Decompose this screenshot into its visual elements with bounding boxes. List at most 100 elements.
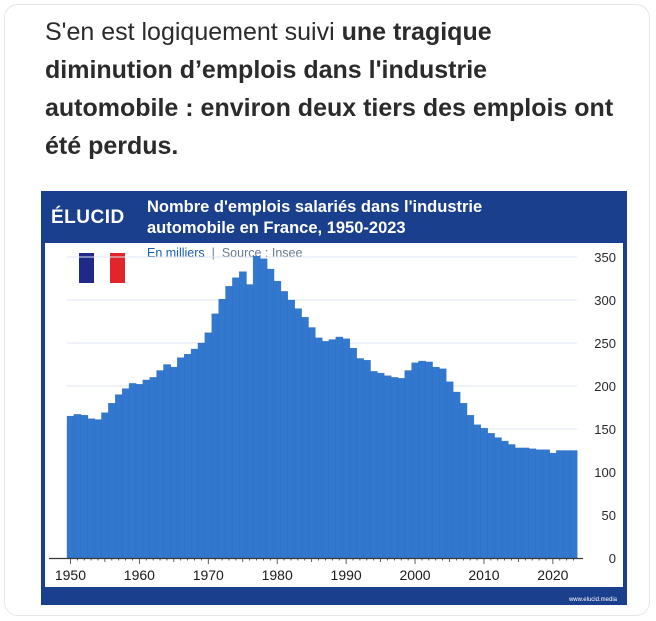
y-tick-label: 100	[594, 465, 616, 480]
bar-2003	[432, 366, 440, 559]
bar-1979	[266, 268, 275, 559]
bar-1957	[115, 394, 123, 559]
post-card: S'en est logiquement suivi une tragique …	[4, 4, 650, 616]
y-tick-label: 350	[594, 250, 616, 265]
bar-2011	[487, 433, 495, 559]
bar-1954	[94, 419, 102, 559]
bar-2000	[411, 362, 419, 559]
bar-1973	[225, 286, 233, 559]
bar-1985	[308, 327, 316, 559]
bar-1964	[163, 364, 171, 559]
bar-1981	[280, 291, 288, 559]
bar-1982	[287, 299, 295, 559]
bar-1990	[342, 338, 351, 559]
bar-2007	[459, 403, 468, 559]
bar-1958	[121, 388, 130, 559]
bar-2017	[528, 448, 537, 559]
bar-1953	[87, 418, 96, 559]
y-tick-label: 0	[609, 551, 616, 566]
bar-2015	[514, 447, 523, 559]
france-flag-icon	[79, 253, 125, 283]
bar-1992	[356, 358, 364, 559]
bar-1994	[370, 371, 378, 559]
chart-title: Nombre d'emplois salariés dans l'industr…	[147, 198, 483, 237]
bar-1961	[142, 379, 151, 559]
bar-1984	[301, 317, 309, 559]
bar-2018	[535, 449, 543, 559]
bar-1965	[170, 366, 178, 559]
bar-2006	[452, 391, 461, 559]
post-text: S'en est logiquement suivi une tragique …	[45, 13, 625, 165]
x-tick-label: 1950	[55, 567, 86, 583]
bar-2022	[563, 450, 571, 559]
x-tick-label: 1970	[193, 567, 224, 583]
chart-svg: 1950 1960 1970 1980 1990 2000 2010 2020 0 50 100 15…	[49, 250, 616, 583]
bar-1950	[66, 415, 75, 559]
bar-1966	[177, 357, 185, 559]
bar-1962	[149, 377, 158, 559]
bar-1971	[211, 313, 220, 559]
bar-2020	[549, 452, 557, 559]
x-tick-label: 1990	[331, 567, 362, 583]
bar-1955	[101, 412, 109, 559]
bar-1963	[156, 370, 164, 559]
bar-1968	[190, 348, 199, 559]
bar-1974	[232, 277, 240, 559]
bar-2014	[507, 444, 516, 559]
bar-1960	[135, 384, 144, 559]
x-tick-label: 2000	[399, 567, 430, 583]
bar-1997	[390, 377, 399, 559]
bar-2004	[439, 368, 447, 559]
x-tick-label: 2010	[468, 567, 499, 583]
bar-1996	[383, 375, 392, 559]
plot-area: En milliers | Source : Insee 1950 1960 197…	[45, 243, 623, 587]
bar-2023	[569, 450, 578, 559]
post-text-bold: une tragique diminution d’emplois dans l…	[45, 18, 614, 160]
bar-1991	[349, 348, 357, 559]
x-tick-label: 1960	[124, 567, 155, 583]
bar-2005	[445, 381, 454, 559]
bar-2012	[494, 437, 502, 559]
bar-1967	[184, 354, 192, 559]
bar-2009	[473, 424, 481, 559]
bar-1988	[328, 339, 337, 559]
bar-2021	[556, 450, 564, 559]
bar-2008	[466, 415, 475, 559]
y-tick-label: 50	[602, 508, 616, 523]
bar-1978	[259, 258, 268, 559]
bar-2019	[542, 449, 550, 559]
bar-1998	[397, 378, 406, 559]
bar-2002	[425, 361, 433, 559]
post-text-normal: S'en est logiquement suivi	[45, 18, 342, 46]
bar-1951	[73, 414, 82, 559]
bar-1989	[335, 336, 344, 559]
y-tick-label: 300	[594, 293, 616, 308]
bar-1976	[246, 284, 254, 559]
y-tick-label: 150	[594, 422, 616, 437]
bar-1969	[197, 342, 206, 559]
bar-1993	[363, 360, 371, 559]
bar-2013	[501, 440, 509, 559]
chart-figure[interactable]: ÉLUCID Nombre d'emplois salariés dans l'…	[41, 191, 627, 605]
y-tick-label: 200	[594, 379, 616, 394]
bar-1952	[80, 415, 89, 559]
bar-1970	[204, 332, 213, 559]
bar-1972	[218, 298, 226, 559]
elucid-logo: ÉLUCID	[51, 207, 125, 228]
bar-2010	[480, 427, 488, 559]
bar-1956	[108, 403, 116, 559]
bar-1995	[376, 372, 385, 559]
subtitle-separator: |	[208, 246, 219, 260]
bar-1983	[294, 308, 302, 559]
bar-2001	[418, 360, 426, 559]
bar-1959	[128, 383, 137, 559]
bar-1975	[239, 271, 247, 559]
x-tick-label: 2020	[537, 567, 568, 583]
bar-1986	[314, 337, 323, 559]
bar-1980	[273, 280, 282, 559]
watermark: www.elucid.media	[568, 597, 617, 603]
bar-1999	[404, 370, 413, 559]
x-tick-label: 1980	[262, 567, 293, 583]
bar-1987	[321, 341, 330, 559]
y-tick-label: 250	[594, 336, 616, 351]
